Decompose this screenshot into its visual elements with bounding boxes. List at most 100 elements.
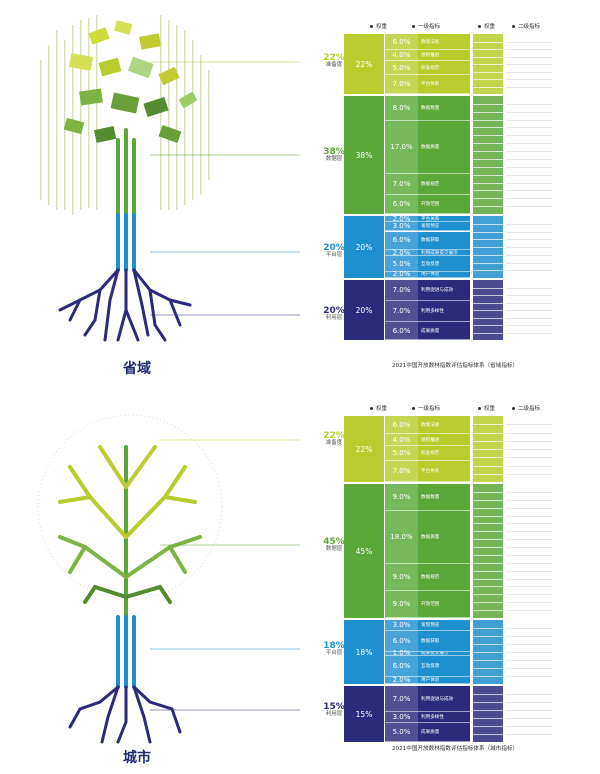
level1-weight-cell: 6.0% xyxy=(385,195,418,214)
level1-weight-cell: 3.0% xyxy=(385,712,418,724)
level1-indicator-cell: 数据规范 xyxy=(418,173,470,196)
level2-indicator-column xyxy=(506,34,554,94)
caption-city: 2021中国开放数林指数评估指标体系（城市指标） xyxy=(392,746,519,752)
level1-indicator-cell: 数据质量 xyxy=(418,510,470,565)
level2-weight-column xyxy=(473,484,503,618)
level1-indicator-cell: 平台体系 xyxy=(418,461,470,482)
level1-indicator-cell: 平台体系 xyxy=(418,74,470,94)
provincial-panel: 省域 22% 准备度 38% 数据层 20% 平台层 20% 利用层 权重 一级… xyxy=(40,15,554,377)
dim-label-platform: 20% 平台层 xyxy=(323,243,345,259)
level1-indicator-cell: 成果质量 xyxy=(418,322,470,340)
city-tree-illustration xyxy=(37,414,300,744)
level1-weight-cell: 7.0% xyxy=(385,74,418,94)
caption-provincial: 2021中国开放数林指数评估指标体系（省域指标） xyxy=(392,363,519,369)
level1-weight-cell: 5.0% xyxy=(385,446,418,461)
header-weight2: 权重 xyxy=(478,404,495,412)
dimension-weight-cell: 20% xyxy=(344,280,384,340)
level1-indicator-cell: 标准规范 xyxy=(418,61,470,75)
level1-weight-cell: 5.0% xyxy=(385,256,418,272)
header-level2: 二级指标 xyxy=(512,22,540,30)
level1-weight-cell: 7.0% xyxy=(385,686,418,713)
level1-weight-cell: 3.0% xyxy=(385,620,418,631)
dimension-weight-cell: 18% xyxy=(344,620,384,684)
level1-indicator-cell: 成果提交展示 xyxy=(418,652,470,656)
level1-weight-cell: 7.0% xyxy=(385,301,418,322)
region-label-city: 城市 xyxy=(123,750,151,766)
leaves xyxy=(63,20,198,144)
level1-indicator-cell: 互动反馈 xyxy=(418,256,470,272)
dimension-weight-cell: 22% xyxy=(344,416,384,482)
level1-indicator-cell: 数据获取 xyxy=(418,231,470,251)
level1-indicator-cell: 数据获取 xyxy=(418,630,470,652)
level1-indicator-cell: 标准规范 xyxy=(418,446,470,461)
level1-indicator-cell: 发现预览 xyxy=(418,222,470,232)
level2-weight-column xyxy=(473,216,503,278)
level1-indicator-cell: 组织推进 xyxy=(418,434,470,446)
dim-label-readiness: 22% 准备度 xyxy=(323,431,345,447)
level1-weight-cell: 6.0% xyxy=(385,231,418,251)
level2-indicator-column xyxy=(506,484,554,618)
dim-label-data: 45% 数据层 xyxy=(323,537,345,553)
level1-indicator-cell: 利用多样性 xyxy=(418,301,470,322)
level1-weight-cell: 4.0% xyxy=(385,434,418,446)
level1-weight-cell: 9.0% xyxy=(385,484,418,511)
dimension-weight-cell: 45% xyxy=(344,484,384,618)
level2-weight-column xyxy=(473,34,503,94)
level2-weight-column xyxy=(473,620,503,684)
dimension-weight-cell: 22% xyxy=(344,34,384,94)
dim-label-platform: 18% 平台层 xyxy=(323,641,345,657)
dimension-weight-cell: 38% xyxy=(344,96,384,214)
level1-indicator-cell: 互动反馈 xyxy=(418,655,470,677)
level1-indicator-cell: 政策法规 xyxy=(418,34,470,51)
level1-weight-cell: 18.0% xyxy=(385,510,418,565)
roots xyxy=(68,685,182,744)
level1-weight-cell: 1.0% xyxy=(385,649,418,657)
level1-indicator-cell: 政策法规 xyxy=(418,416,470,434)
level1-weight-cell: 2.0% xyxy=(385,249,418,257)
level2-indicator-column xyxy=(506,216,554,278)
level2-weight-column xyxy=(473,416,503,482)
level1-indicator-cell: 利用促进与成效 xyxy=(418,280,470,301)
level1-weight-cell: 17.0% xyxy=(385,120,418,174)
level1-indicator-cell: 数据规范 xyxy=(418,564,470,592)
level1-indicator-cell: 成果质量 xyxy=(418,723,470,742)
level1-weight-cell: 2.0% xyxy=(385,215,418,223)
level1-weight-cell: 7.0% xyxy=(385,461,418,482)
level2-indicator-column xyxy=(506,620,554,684)
level1-indicator-cell: 利用多样性 xyxy=(418,712,470,724)
level1-indicator-cell: 发现预览 xyxy=(418,620,470,631)
header-weight2: 权重 xyxy=(478,22,495,30)
level1-weight-cell: 8.0% xyxy=(385,96,418,121)
level2-indicator-column xyxy=(506,416,554,482)
dim-label-data: 38% 数据层 xyxy=(323,147,345,163)
level1-weight-cell: 6.0% xyxy=(385,655,418,677)
header-level1: 一级指标 xyxy=(412,22,440,30)
dim-label-usage: 15% 利用层 xyxy=(323,702,345,718)
level1-indicator-cell: 用户体验 xyxy=(418,271,470,278)
level1-weight-cell: 6.0% xyxy=(385,34,418,51)
region-label-provincial: 省域 xyxy=(123,361,151,377)
level2-weight-column xyxy=(473,96,503,214)
level1-indicator-cell: 数据质量 xyxy=(418,120,470,174)
dim-label-usage: 20% 利用层 xyxy=(323,306,345,322)
level1-weight-cell: 9.0% xyxy=(385,564,418,592)
level1-weight-cell: 3.0% xyxy=(385,222,418,232)
dimension-weight-cell: 20% xyxy=(344,216,384,278)
level1-weight-cell: 7.0% xyxy=(385,280,418,301)
dimension-weight-cell: 15% xyxy=(344,686,384,742)
level1-weight-cell: 6.0% xyxy=(385,630,418,652)
branches xyxy=(58,445,202,619)
level1-indicator-cell: 数据数量 xyxy=(418,96,470,121)
level1-indicator-cell: 平台关系 xyxy=(418,216,470,223)
level1-weight-cell: 6.0% xyxy=(385,322,418,340)
level1-weight-cell: 4.0% xyxy=(385,50,418,62)
level1-indicator-cell: 利用成果提交展示 xyxy=(418,250,470,257)
level2-indicator-column xyxy=(506,96,554,214)
level1-weight-cell: 6.0% xyxy=(385,416,418,434)
level1-indicator-cell: 用户体验 xyxy=(418,676,470,684)
level1-indicator-cell: 数据数量 xyxy=(418,484,470,511)
level1-weight-cell: 5.0% xyxy=(385,61,418,75)
level2-weight-column xyxy=(473,686,503,742)
city-panel: 城市 22% 准备度 45% 数据层 18% 平台层 15% 利用层 权重 一级… xyxy=(0,387,600,774)
level1-indicator-cell: 组织推进 xyxy=(418,50,470,62)
